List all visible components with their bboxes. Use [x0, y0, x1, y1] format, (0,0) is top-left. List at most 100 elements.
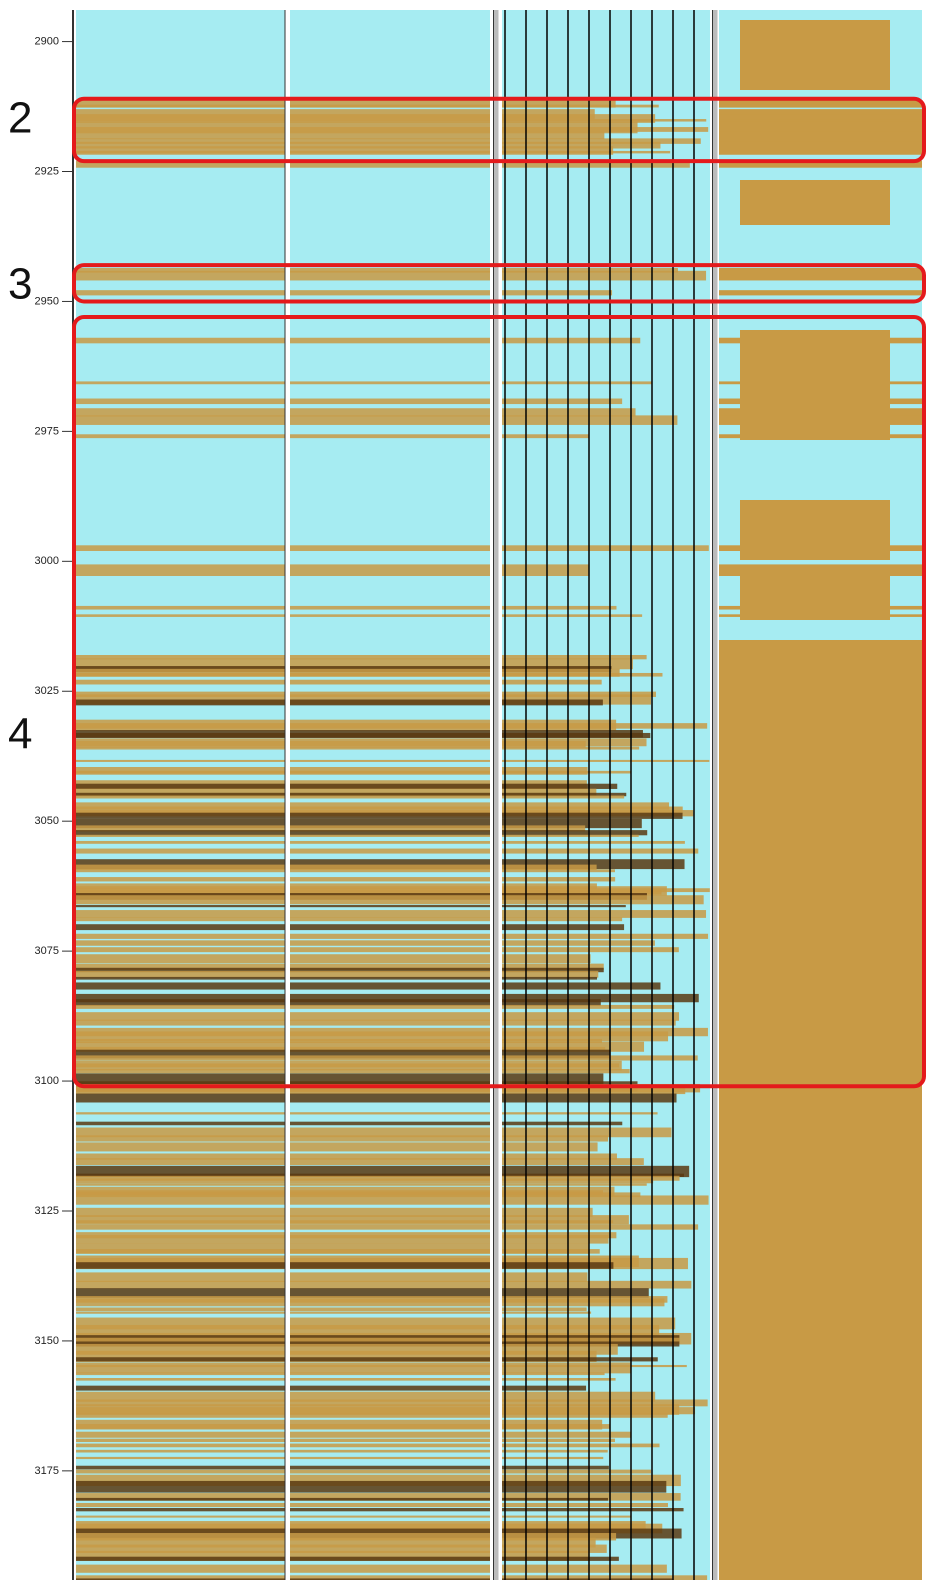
log-band: [76, 1431, 285, 1438]
log-band: [290, 864, 490, 871]
log-band: [502, 1385, 587, 1391]
log-band: [502, 864, 597, 871]
log-band: [76, 759, 285, 762]
log-band: [502, 830, 648, 836]
log-band: [76, 694, 285, 705]
log-band: [290, 1544, 490, 1553]
log-band: [502, 1364, 687, 1368]
log-band: [290, 1220, 490, 1224]
log-band: [502, 127, 709, 132]
log-band: [76, 1350, 285, 1362]
log-band: [76, 605, 285, 610]
log-band: [502, 160, 690, 168]
log-band: [76, 668, 285, 677]
log-band: [290, 910, 490, 918]
log-band: [290, 1004, 490, 1009]
log-band: [76, 270, 285, 281]
log-band: [290, 1055, 490, 1061]
log-band: [76, 830, 285, 836]
track4-band: [740, 20, 890, 90]
log-band: [76, 119, 285, 122]
log-band: [76, 1424, 285, 1429]
log-band: [76, 658, 285, 670]
log-band: [290, 290, 490, 296]
log-band: [502, 740, 586, 748]
log-band: [290, 834, 490, 837]
log-band: [502, 1456, 604, 1460]
log-band: [76, 1343, 285, 1355]
log-band: [290, 1372, 490, 1376]
log-band: [290, 1165, 490, 1178]
log-band: [76, 947, 285, 953]
log-band: [290, 1192, 490, 1198]
log-band: [290, 1073, 490, 1085]
log-band: [76, 1578, 285, 1580]
log-band: [502, 933, 709, 939]
y-tick-label: 2950: [35, 295, 59, 307]
log-band: [290, 1550, 490, 1561]
log-band: [502, 381, 653, 385]
log-band: [290, 947, 490, 953]
log-band: [76, 1235, 285, 1244]
log-band: [502, 1399, 708, 1407]
log-band: [502, 1357, 658, 1362]
log-band: [76, 1399, 285, 1407]
log-band: [76, 1063, 285, 1068]
log-band: [290, 746, 490, 750]
log-band: [502, 1575, 708, 1580]
log-band: [76, 679, 285, 685]
log-band: [502, 100, 616, 108]
log-band: [502, 1178, 654, 1184]
log-band: [76, 1364, 285, 1368]
log-band: [502, 792, 627, 797]
log-band: [290, 119, 490, 122]
log-band: [76, 1362, 285, 1374]
log-band: [502, 1443, 660, 1448]
log-band: [290, 138, 490, 144]
log-band: [290, 818, 490, 829]
log-band: [290, 1135, 490, 1142]
log-band: [502, 1307, 587, 1312]
log-band: [502, 1337, 680, 1342]
log-band: [290, 1086, 490, 1095]
zones: 2 3 4: [8, 93, 926, 1089]
log-band: [76, 1298, 285, 1307]
log-band: [290, 270, 490, 281]
log-band: [502, 1288, 649, 1298]
log-band: [76, 655, 285, 660]
log-band: [76, 1515, 285, 1518]
log-band: [502, 434, 589, 439]
log-band: [76, 917, 285, 922]
log-band: [290, 100, 490, 108]
log-band: [290, 1272, 490, 1282]
log-band: [290, 976, 490, 980]
log-band: [290, 1317, 490, 1330]
log-band: [290, 337, 490, 344]
log-band: [290, 1195, 490, 1205]
log-band: [290, 1399, 490, 1407]
log-band: [76, 1474, 285, 1487]
axis-bg: [0, 0, 74, 1580]
log-band: [290, 999, 490, 1006]
log-band: [290, 890, 490, 895]
log-band: [290, 1424, 490, 1429]
log-band: [76, 976, 285, 980]
log-band: [502, 877, 616, 882]
log-band: [76, 564, 285, 577]
log-band: [76, 1413, 285, 1418]
log-band: [290, 1443, 490, 1448]
log-band: [502, 1063, 620, 1068]
log-band: [290, 792, 490, 797]
log-band: [290, 1523, 490, 1534]
log-band: [76, 1031, 285, 1042]
log-band: [290, 869, 490, 873]
log-band: [76, 100, 285, 108]
log-band: [502, 1298, 665, 1307]
log-band: [290, 1493, 490, 1501]
log-band: [76, 825, 285, 832]
log-band: [76, 381, 285, 385]
log-band: [290, 1049, 490, 1059]
log-band: [76, 746, 285, 750]
log-band: [76, 982, 285, 990]
